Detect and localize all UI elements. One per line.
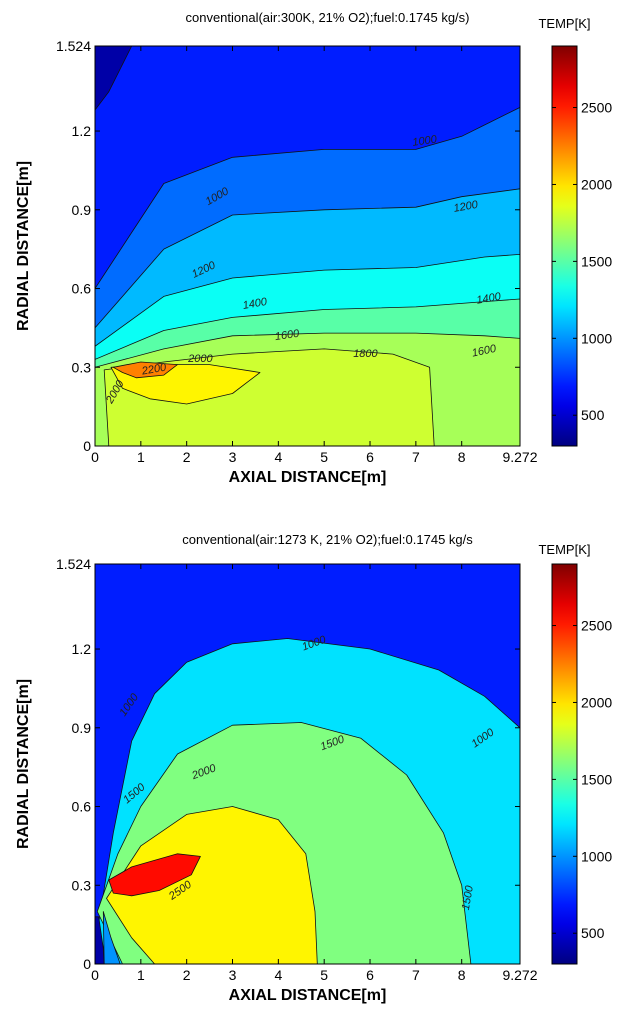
colorbar-tick-label: 500 [581, 925, 605, 941]
colorbar-tick-label: 1500 [581, 771, 612, 787]
x-tick-label: 5 [320, 967, 328, 983]
plot-frame [94, 563, 521, 965]
y-tick-label: 0.6 [72, 281, 92, 297]
x-tick-label: 8 [458, 967, 466, 983]
x-tick-label: 4 [274, 449, 282, 465]
contour-fill-group [95, 46, 520, 446]
colorbar [551, 45, 578, 447]
colorbar [551, 563, 578, 965]
x-tick-label: 7 [412, 967, 420, 983]
chart-title: conventional(air:300K, 21% O2);fuel:0.17… [185, 10, 469, 25]
contour-label: 1800 [353, 348, 378, 360]
contour-label: 1400 [476, 291, 503, 307]
contour-panel-1273k: conventional(air:1273 K, 21% O2);fuel:0.… [0, 518, 620, 1036]
x-tick-label: 1 [137, 967, 145, 983]
contour-label: 1600 [471, 343, 498, 360]
x-tick-label: 9.272 [502, 967, 537, 983]
y-tick-label: 1.2 [72, 641, 92, 657]
colorbar-title: TEMP[K] [538, 542, 590, 557]
x-tick-label: 4 [274, 967, 282, 983]
colorbar-tick-label: 2000 [581, 694, 612, 710]
y-tick-label: 0 [83, 438, 91, 454]
x-tick-label: 6 [366, 449, 374, 465]
contour-label: 1500 [460, 884, 476, 911]
contour-label: 1400 [242, 296, 269, 312]
y-tick-label: 1.2 [72, 123, 92, 139]
x-tick-label: 7 [412, 449, 420, 465]
contour-region [95, 916, 105, 964]
x-tick-label: 0 [91, 449, 99, 465]
contour-chart: conventional(air:1273 K, 21% O2);fuel:0.… [15, 532, 612, 1004]
colorbar-tick-label: 1500 [581, 253, 612, 269]
x-tick-label: 2 [183, 967, 191, 983]
y-tick-label: 0.6 [72, 799, 92, 815]
colorbar-tick-label: 2500 [581, 100, 612, 116]
contour-label: 2200 [140, 361, 168, 377]
contour-label: 2000 [187, 353, 213, 365]
contour-region [102, 911, 121, 964]
x-tick-label: 3 [229, 967, 237, 983]
y-tick-label: 0 [83, 956, 91, 972]
contour-label: 1600 [274, 328, 301, 343]
colorbar-title: TEMP[K] [538, 16, 590, 31]
colorbar-tick-label: 500 [581, 407, 605, 423]
contour-fill-group [95, 564, 520, 964]
x-tick-label: 6 [366, 967, 374, 983]
contour-region [95, 46, 133, 111]
x-tick-label: 9.272 [502, 449, 537, 465]
y-tick-label: 1.524 [56, 556, 91, 572]
contour-label: 1000 [412, 133, 439, 148]
chart-title: conventional(air:1273 K, 21% O2);fuel:0.… [182, 532, 473, 547]
colorbar-tick-label: 2500 [581, 618, 612, 634]
contour-label: 1200 [453, 199, 480, 215]
contour-region [106, 806, 318, 964]
x-tick-label: 2 [183, 449, 191, 465]
y-tick-label: 0.9 [72, 720, 92, 736]
x-axis-label: AXIAL DISTANCE[m] [229, 469, 387, 486]
colorbar-tick-label: 2000 [581, 176, 612, 192]
x-axis-label: AXIAL DISTANCE[m] [229, 987, 387, 1004]
y-axis-label: RADIAL DISTANCE[m] [15, 161, 32, 331]
x-tick-label: 1 [137, 449, 145, 465]
y-tick-label: 1.524 [56, 38, 91, 54]
colorbar-tick-label: 1000 [581, 330, 612, 346]
plot-frame [94, 45, 521, 447]
x-tick-label: 8 [458, 449, 466, 465]
y-tick-label: 0.3 [72, 877, 92, 893]
x-tick-label: 3 [229, 449, 237, 465]
x-tick-label: 5 [320, 449, 328, 465]
contour-region [112, 361, 178, 379]
contour-region [108, 853, 201, 897]
colorbar-tick-label: 1000 [581, 848, 612, 864]
y-axis-label: RADIAL DISTANCE[m] [15, 679, 32, 849]
y-tick-label: 0.9 [72, 202, 92, 218]
y-tick-label: 0.3 [72, 359, 92, 375]
x-tick-label: 0 [91, 967, 99, 983]
contour-chart: conventional(air:300K, 21% O2);fuel:0.17… [15, 10, 612, 486]
contour-panel-300k: conventional(air:300K, 21% O2);fuel:0.17… [15, 10, 612, 486]
